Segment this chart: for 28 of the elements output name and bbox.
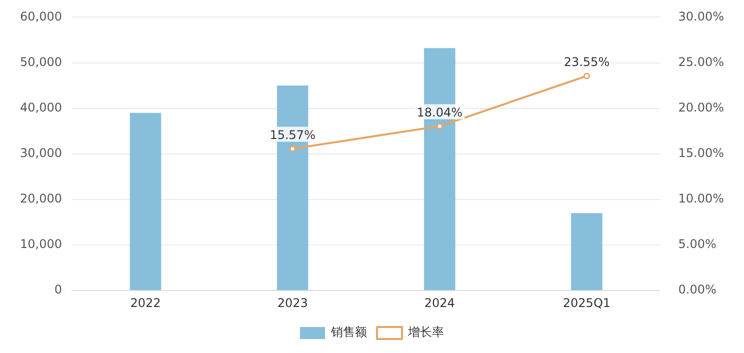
x-tick-label: 2024	[424, 296, 455, 310]
bar	[130, 112, 162, 290]
legend-label: 销售额	[330, 325, 367, 340]
y-tick-label: 10,000	[20, 237, 62, 252]
y-tick-label: 20,000	[20, 192, 62, 206]
y-tick-label: 0	[54, 282, 62, 297]
data-label: 23.55%	[564, 55, 610, 70]
x-tick-label: 2022	[130, 296, 161, 310]
y2-tick-label: 15.00%	[678, 146, 724, 160]
point	[436, 122, 443, 130]
y2-tick-label: 30.00%	[678, 9, 724, 24]
data-label: 18.04%	[416, 105, 463, 120]
bar	[571, 213, 602, 290]
legend-label: 增长率	[407, 325, 444, 340]
y2-tick-label: 0.00%	[678, 282, 716, 297]
y-tick-label: 40,000	[20, 100, 62, 114]
data-label: 15.57%	[270, 128, 316, 142]
y-tick-label: 50,000	[20, 54, 62, 69]
y2-tick-label: 20.00%	[678, 100, 724, 114]
y2-tick-label: 25.00%	[678, 54, 724, 69]
y-tick-label: 60,000	[20, 9, 62, 24]
point	[583, 72, 590, 80]
y-tick-label: 30,000	[20, 146, 62, 160]
y2-tick-label: 10.00%	[678, 192, 724, 206]
x-tick-label: 2023	[277, 296, 308, 310]
x-tick-label: 2025Q1	[562, 296, 611, 310]
point	[289, 145, 296, 152]
y2-tick-label: 5.00%	[678, 237, 716, 252]
